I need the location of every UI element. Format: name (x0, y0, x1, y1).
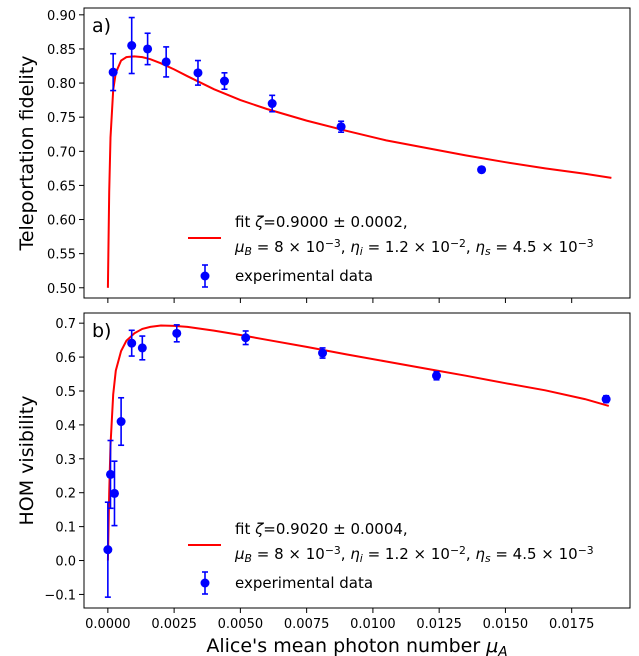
y-tick-label: 0.6 (55, 351, 76, 366)
data-point (116, 417, 126, 427)
x-tick-label: 0.0150 (483, 617, 529, 632)
legend: fit ζ=0.9000 ± 0.0002, μB = 8 × 10−3, ηi … (188, 213, 594, 288)
data-point (108, 67, 118, 77)
data-point (193, 68, 203, 78)
panel-label: a) (92, 15, 111, 37)
data-point (109, 488, 119, 498)
y-tick-label: 0.80 (47, 77, 76, 92)
data-point (103, 545, 113, 555)
x-tick-label: 0.0000 (85, 617, 131, 632)
data-point (241, 333, 251, 343)
x-tick-label: 0.0175 (549, 617, 595, 632)
legend-fit-params: μB = 8 × 10−3, ηi = 1.2 × 10−2, ηs = 4.5… (234, 237, 594, 258)
y-tick-label: 0.70 (47, 145, 76, 160)
y-tick-label: 0.85 (47, 43, 76, 58)
y-axis-label: HOM visibility (16, 396, 38, 526)
data-point (267, 99, 277, 109)
y-tick-label: 0.50 (47, 282, 76, 297)
data-point (137, 343, 147, 353)
y-tick-label: 0.65 (47, 179, 76, 194)
x-tick-label: 0.0100 (350, 617, 396, 632)
y-tick-label: 0.90 (47, 9, 76, 24)
data-layer (103, 324, 611, 598)
legend-fit-params: μB = 8 × 10−3, ηi = 1.2 × 10−2, ηs = 4.5… (234, 544, 594, 565)
data-point (601, 394, 611, 404)
data-point (318, 348, 328, 358)
panel-a: 0.50 0.55 0.60 0.65 0.70 0.75 0.80 0.85 0.90 Tele… (16, 7, 631, 303)
legend-data-label: experimental data (235, 267, 373, 285)
data-point (127, 41, 137, 51)
data-point (143, 44, 153, 54)
legend: fit ζ=0.9020 ± 0.0004, μB = 8 × 10−3, ηi … (188, 520, 594, 595)
x-tick-label: 0.0125 (416, 617, 462, 632)
data-point (172, 328, 182, 338)
data-point (127, 338, 137, 348)
x-axis-label: Alice's mean photon number μA (206, 635, 507, 656)
y-tick-label: 0.60 (47, 214, 76, 229)
data-point (477, 165, 487, 175)
y-tick-label: 0.0 (55, 555, 76, 570)
x-tick-label: 0.0050 (218, 617, 264, 632)
x-tick-label: 0.0025 (151, 617, 197, 632)
panel-b: −0.1 0.0 0.1 0.2 0.3 0.4 0.5 0.6 0.7 0.0000 0.0025… (16, 312, 631, 656)
fit-line (106, 324, 610, 561)
data-point (161, 57, 171, 67)
legend-fit-label: fit ζ=0.9020 ± 0.0004, (235, 520, 408, 538)
legend-data-marker (200, 271, 210, 281)
legend-fit-label: fit ζ=0.9000 ± 0.0002, (235, 213, 408, 231)
x-tick-label: 0.0075 (284, 617, 330, 632)
legend-data-marker (200, 578, 210, 588)
plot-frame (83, 312, 631, 609)
y-tick-label: 0.3 (55, 453, 76, 468)
y-axis-label: Teleportation fidelity (16, 55, 38, 251)
y-tick-label: 0.5 (55, 385, 76, 400)
y-tick-label: 0.1 (55, 521, 76, 536)
data-point (336, 122, 346, 132)
y-tick-label: 0.2 (55, 487, 76, 502)
data-point (432, 371, 442, 381)
y-tick-label: 0.55 (47, 248, 76, 263)
data-layer (106, 16, 612, 288)
y-tick-label: 0.75 (47, 111, 76, 126)
y-tick-label: 0.7 (55, 317, 76, 332)
panel-label: b) (92, 320, 111, 342)
data-point (219, 76, 229, 86)
y-tick-label: 0.4 (55, 419, 76, 434)
plot-frame (83, 7, 631, 299)
y-tick-label: −0.1 (44, 588, 76, 603)
legend-data-label: experimental data (235, 574, 373, 592)
data-point (106, 469, 116, 479)
